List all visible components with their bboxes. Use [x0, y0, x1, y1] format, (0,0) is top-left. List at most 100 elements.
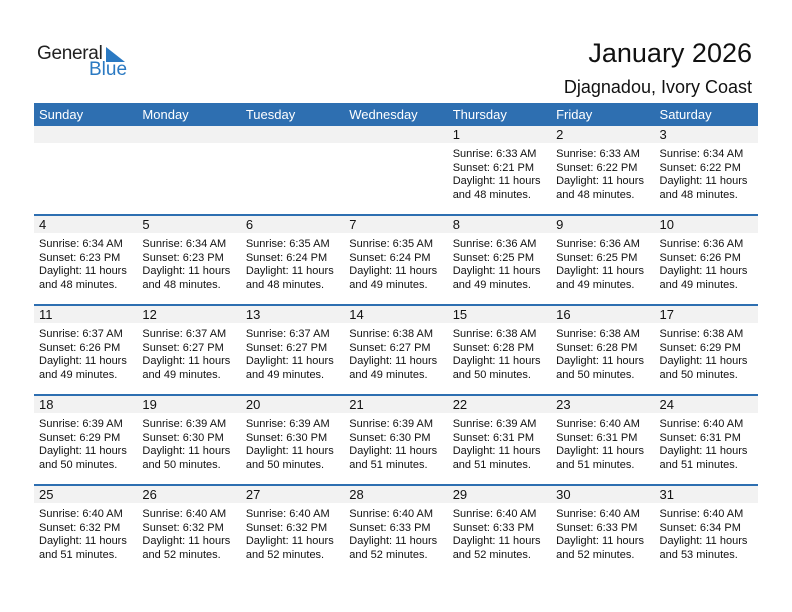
week-row: 18 Sunrise: 6:39 AM Sunset: 6:29 PM Dayligh… [34, 394, 758, 486]
sun-info: Sunrise: 6:40 AM Sunset: 6:32 PM Daylight:… [142, 508, 240, 562]
sunrise-text: Sunrise: 6:35 AM [349, 238, 434, 250]
sun-info: Sunrise: 6:33 AM Sunset: 6:22 PM Daylight:… [556, 148, 654, 202]
minutes-text: and 50 minutes. [556, 368, 635, 381]
sunrise-text: Sunrise: 6:36 AM [556, 238, 640, 250]
sunrise-text: Sunrise: 6:35 AM [245, 238, 330, 250]
sun-info: Sunrise: 6:36 AM Sunset: 6:26 PM Daylight:… [660, 238, 758, 292]
sunrise-text: Sunrise: 6:40 AM [556, 418, 640, 430]
sunset-text: Sunset: 6:24 PM [349, 251, 431, 264]
minutes-text: and 49 minutes. [659, 278, 738, 291]
minutes-text: and 51 minutes. [39, 548, 118, 561]
sunset-text: Sunset: 6:31 PM [556, 431, 638, 444]
sunset-text: Sunset: 6:25 PM [452, 251, 535, 264]
daylight-text: Daylight: 11 hours [349, 535, 438, 548]
day-number: 27 [245, 487, 261, 502]
logo-blue-text: Blue [89, 59, 128, 80]
sun-info: Sunrise: 6:40 AM Sunset: 6:33 PM Daylight:… [349, 508, 447, 562]
day-number: 23 [556, 397, 571, 412]
sunrise-text: Sunrise: 6:40 AM [245, 508, 330, 520]
sun-info: Sunrise: 6:39 AM Sunset: 6:29 PM Daylight:… [39, 418, 137, 472]
week-row: 4 Sunrise: 6:34 AM Sunset: 6:23 PM Daylight… [34, 214, 758, 306]
sunrise-text: Sunrise: 6:37 AM [142, 328, 227, 340]
location-subtitle: Djagnadou, Ivory Coast [563, 77, 752, 97]
minutes-text: and 50 minutes. [142, 458, 221, 471]
daylight-text: Daylight: 11 hours [556, 355, 644, 368]
sunrise-text: Sunrise: 6:39 AM [39, 418, 123, 430]
sunrise-text: Sunrise: 6:34 AM [39, 238, 123, 250]
daylight-text: Daylight: 11 hours [349, 265, 438, 278]
empty-cell [34, 126, 137, 216]
sunset-text: Sunset: 6:24 PM [245, 251, 328, 264]
minutes-text: and 49 minutes. [349, 278, 428, 291]
sunset-text: Sunset: 6:25 PM [556, 251, 638, 264]
daylight-text: Daylight: 11 hours [142, 445, 231, 458]
day-cell: 21 Sunrise: 6:39 AM Sunset: 6:30 PM Dayligh… [344, 396, 447, 486]
minutes-text: and 50 minutes. [245, 458, 325, 471]
date-strip [34, 216, 758, 233]
sunrise-text: Sunrise: 6:34 AM [659, 148, 744, 160]
day-cell: 30 Sunrise: 6:40 AM Sunset: 6:33 PM Dayligh… [551, 486, 654, 576]
daylight-text: Daylight: 11 hours [142, 265, 231, 278]
sunset-text: Sunset: 6:34 PM [659, 521, 741, 534]
sunrise-text: Sunrise: 6:40 AM [452, 508, 537, 520]
sun-info: Sunrise: 6:40 AM Sunset: 6:31 PM Daylight:… [556, 418, 654, 472]
day-number: 22 [452, 397, 468, 412]
day-number: 6 [245, 217, 254, 232]
weekday-friday: Friday [556, 107, 593, 122]
day-cell: 22 Sunrise: 6:39 AM Sunset: 6:31 PM Dayligh… [448, 396, 551, 486]
daylight-text: Daylight: 11 hours [659, 535, 748, 548]
sunrise-text: Sunrise: 6:33 AM [556, 148, 640, 160]
sun-info: Sunrise: 6:40 AM Sunset: 6:33 PM Daylight:… [556, 508, 654, 562]
day-cell: 29 Sunrise: 6:40 AM Sunset: 6:33 PM Dayligh… [448, 486, 551, 576]
daylight-text: Daylight: 11 hours [556, 445, 644, 458]
sunrise-text: Sunrise: 6:33 AM [452, 148, 537, 160]
minutes-text: and 51 minutes. [556, 458, 635, 471]
weekday-thursday: Thursday [452, 107, 507, 122]
sun-info: Sunrise: 6:34 AM Sunset: 6:23 PM Daylight:… [39, 238, 137, 292]
minutes-text: and 50 minutes. [659, 368, 738, 381]
sunset-text: Sunset: 6:28 PM [452, 341, 535, 354]
daylight-text: Daylight: 11 hours [556, 535, 644, 548]
minutes-text: and 49 minutes. [556, 278, 635, 291]
weekday-monday: Monday [142, 107, 189, 122]
sunset-text: Sunset: 6:23 PM [142, 251, 224, 264]
minutes-text: and 48 minutes. [142, 278, 221, 291]
day-number: 19 [142, 397, 157, 412]
minutes-text: and 48 minutes. [245, 278, 325, 291]
sunset-text: Sunset: 6:32 PM [245, 521, 328, 534]
minutes-text: and 50 minutes. [452, 368, 531, 381]
sun-info: Sunrise: 6:35 AM Sunset: 6:24 PM Daylight:… [246, 238, 344, 292]
weekday-wednesday: Wednesday [349, 107, 418, 122]
daylight-text: Daylight: 11 hours [452, 175, 541, 188]
sun-info: Sunrise: 6:38 AM Sunset: 6:28 PM Daylight:… [556, 328, 654, 382]
week-row: 25 Sunrise: 6:40 AM Sunset: 6:32 PM Dayligh… [34, 484, 758, 576]
daylight-text: Daylight: 11 hours [245, 445, 334, 458]
day-number: 29 [452, 487, 468, 502]
sun-info: Sunrise: 6:37 AM Sunset: 6:26 PM Daylight:… [39, 328, 137, 382]
weekday-sunday: Sunday [39, 107, 84, 122]
day-number: 13 [245, 307, 261, 322]
day-number: 30 [556, 487, 571, 502]
minutes-text: and 49 minutes. [245, 368, 325, 381]
date-strip [34, 306, 758, 323]
sun-info: Sunrise: 6:40 AM Sunset: 6:33 PM Daylight:… [453, 508, 551, 562]
week-row: 11 Sunrise: 6:37 AM Sunset: 6:26 PM Dayligh… [34, 304, 758, 396]
sun-info: Sunrise: 6:40 AM Sunset: 6:32 PM Daylight:… [246, 508, 344, 562]
daylight-text: Daylight: 11 hours [452, 445, 541, 458]
daylight-text: Daylight: 11 hours [142, 355, 231, 368]
daylight-text: Daylight: 11 hours [245, 535, 334, 548]
day-cell: 23 Sunrise: 6:40 AM Sunset: 6:31 PM Dayligh… [551, 396, 654, 486]
sunrise-text: Sunrise: 6:40 AM [659, 418, 744, 430]
sun-info: Sunrise: 6:35 AM Sunset: 6:24 PM Daylight:… [349, 238, 447, 292]
sun-info: Sunrise: 6:38 AM Sunset: 6:29 PM Daylight:… [660, 328, 758, 382]
day-cell: 12 Sunrise: 6:37 AM Sunset: 6:27 PM Dayligh… [137, 306, 240, 396]
daylight-text: Daylight: 11 hours [452, 535, 541, 548]
minutes-text: and 51 minutes. [452, 458, 531, 471]
sunrise-text: Sunrise: 6:40 AM [659, 508, 744, 520]
sunset-text: Sunset: 6:27 PM [245, 341, 328, 354]
sun-info: Sunrise: 6:40 AM Sunset: 6:31 PM Daylight:… [660, 418, 758, 472]
sunset-text: Sunset: 6:22 PM [556, 161, 638, 174]
sunset-text: Sunset: 6:21 PM [452, 161, 535, 174]
day-cell: 16 Sunrise: 6:38 AM Sunset: 6:28 PM Dayligh… [551, 306, 654, 396]
sunset-text: Sunset: 6:30 PM [142, 431, 224, 444]
